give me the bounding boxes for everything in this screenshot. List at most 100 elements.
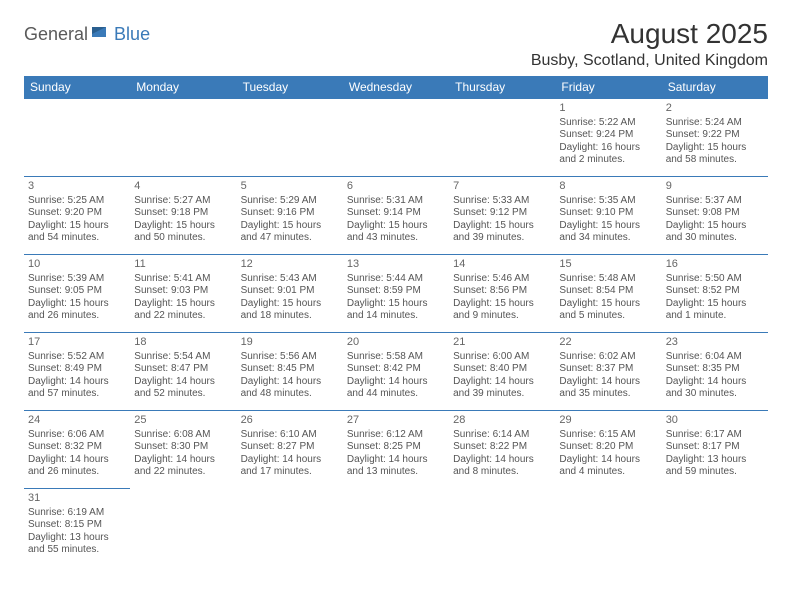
day-cell: 11Sunrise: 5:41 AMSunset: 9:03 PMDayligh… xyxy=(130,255,236,333)
daylight-line: Daylight: 14 hours and 13 minutes. xyxy=(347,454,445,479)
sunrise-line: Sunrise: 6:15 AM xyxy=(559,429,657,442)
location-text: Busby, Scotland, United Kingdom xyxy=(531,52,768,70)
sunset-line: Sunset: 8:52 PM xyxy=(666,285,764,298)
day-number: 1 xyxy=(559,102,657,116)
day-cell: 30Sunrise: 6:17 AMSunset: 8:17 PMDayligh… xyxy=(662,411,768,489)
day-cell: 26Sunrise: 6:10 AMSunset: 8:27 PMDayligh… xyxy=(237,411,343,489)
title-block: August 2025 Busby, Scotland, United King… xyxy=(531,18,768,70)
daylight-line: Daylight: 15 hours and 9 minutes. xyxy=(453,298,551,323)
day-number: 5 xyxy=(241,180,339,194)
day-cell: 20Sunrise: 5:58 AMSunset: 8:42 PMDayligh… xyxy=(343,333,449,411)
sunrise-line: Sunrise: 5:46 AM xyxy=(453,273,551,286)
daylight-line: Daylight: 14 hours and 30 minutes. xyxy=(666,376,764,401)
sunset-line: Sunset: 9:01 PM xyxy=(241,285,339,298)
day-cell: 18Sunrise: 5:54 AMSunset: 8:47 PMDayligh… xyxy=(130,333,236,411)
sunset-line: Sunset: 8:49 PM xyxy=(28,363,126,376)
sunrise-line: Sunrise: 6:17 AM xyxy=(666,429,764,442)
empty-cell xyxy=(449,99,555,177)
day-cell: 1Sunrise: 5:22 AMSunset: 9:24 PMDaylight… xyxy=(555,99,661,177)
sunrise-line: Sunrise: 6:08 AM xyxy=(134,429,232,442)
day-cell: 15Sunrise: 5:48 AMSunset: 8:54 PMDayligh… xyxy=(555,255,661,333)
daylight-line: Daylight: 14 hours and 35 minutes. xyxy=(559,376,657,401)
day-number: 12 xyxy=(241,258,339,272)
daylight-line: Daylight: 14 hours and 22 minutes. xyxy=(134,454,232,479)
sunrise-line: Sunrise: 5:44 AM xyxy=(347,273,445,286)
daylight-line: Daylight: 15 hours and 14 minutes. xyxy=(347,298,445,323)
day-number: 24 xyxy=(28,414,126,428)
day-cell: 7Sunrise: 5:33 AMSunset: 9:12 PMDaylight… xyxy=(449,177,555,255)
day-cell: 12Sunrise: 5:43 AMSunset: 9:01 PMDayligh… xyxy=(237,255,343,333)
day-number: 10 xyxy=(28,258,126,272)
day-cell: 16Sunrise: 5:50 AMSunset: 8:52 PMDayligh… xyxy=(662,255,768,333)
dayname-cell: Wednesday xyxy=(343,76,449,99)
day-number: 17 xyxy=(28,336,126,350)
day-number: 31 xyxy=(28,492,126,506)
calendar-row: 10Sunrise: 5:39 AMSunset: 9:05 PMDayligh… xyxy=(24,255,768,333)
sunset-line: Sunset: 9:03 PM xyxy=(134,285,232,298)
day-cell: 21Sunrise: 6:00 AMSunset: 8:40 PMDayligh… xyxy=(449,333,555,411)
daylight-line: Daylight: 15 hours and 54 minutes. xyxy=(28,220,126,245)
sunrise-line: Sunrise: 5:25 AM xyxy=(28,195,126,208)
daylight-line: Daylight: 14 hours and 26 minutes. xyxy=(28,454,126,479)
calendar-row: 17Sunrise: 5:52 AMSunset: 8:49 PMDayligh… xyxy=(24,333,768,411)
sunset-line: Sunset: 8:59 PM xyxy=(347,285,445,298)
dayname-cell: Tuesday xyxy=(237,76,343,99)
daylight-line: Daylight: 15 hours and 39 minutes. xyxy=(453,220,551,245)
sunrise-line: Sunrise: 5:39 AM xyxy=(28,273,126,286)
sunrise-line: Sunrise: 5:31 AM xyxy=(347,195,445,208)
sunset-line: Sunset: 8:15 PM xyxy=(28,519,126,532)
day-cell: 2Sunrise: 5:24 AMSunset: 9:22 PMDaylight… xyxy=(662,99,768,177)
day-number: 20 xyxy=(347,336,445,350)
sunrise-line: Sunrise: 5:41 AM xyxy=(134,273,232,286)
sunset-line: Sunset: 8:45 PM xyxy=(241,363,339,376)
sunrise-line: Sunrise: 6:02 AM xyxy=(559,351,657,364)
day-number: 2 xyxy=(666,102,764,116)
daylight-line: Daylight: 14 hours and 8 minutes. xyxy=(453,454,551,479)
daylight-line: Daylight: 16 hours and 2 minutes. xyxy=(559,142,657,167)
sunset-line: Sunset: 8:25 PM xyxy=(347,441,445,454)
day-number: 28 xyxy=(453,414,551,428)
sunset-line: Sunset: 8:20 PM xyxy=(559,441,657,454)
day-cell: 3Sunrise: 5:25 AMSunset: 9:20 PMDaylight… xyxy=(24,177,130,255)
calendar-row: 24Sunrise: 6:06 AMSunset: 8:32 PMDayligh… xyxy=(24,411,768,489)
day-number: 11 xyxy=(134,258,232,272)
day-number: 25 xyxy=(134,414,232,428)
day-number: 30 xyxy=(666,414,764,428)
daylight-line: Daylight: 15 hours and 22 minutes. xyxy=(134,298,232,323)
sunrise-line: Sunrise: 5:43 AM xyxy=(241,273,339,286)
empty-cell xyxy=(237,489,343,567)
sunset-line: Sunset: 9:16 PM xyxy=(241,207,339,220)
calendar-row: 31Sunrise: 6:19 AMSunset: 8:15 PMDayligh… xyxy=(24,489,768,567)
sunset-line: Sunset: 9:14 PM xyxy=(347,207,445,220)
calendar-body: 1Sunrise: 5:22 AMSunset: 9:24 PMDaylight… xyxy=(24,99,768,567)
day-number: 4 xyxy=(134,180,232,194)
sunset-line: Sunset: 9:10 PM xyxy=(559,207,657,220)
sunset-line: Sunset: 8:32 PM xyxy=(28,441,126,454)
daylight-line: Daylight: 13 hours and 59 minutes. xyxy=(666,454,764,479)
calendar-table: SundayMondayTuesdayWednesdayThursdayFrid… xyxy=(24,76,768,567)
sunrise-line: Sunrise: 6:04 AM xyxy=(666,351,764,364)
sunset-line: Sunset: 8:42 PM xyxy=(347,363,445,376)
dayname-cell: Saturday xyxy=(662,76,768,99)
day-cell: 13Sunrise: 5:44 AMSunset: 8:59 PMDayligh… xyxy=(343,255,449,333)
empty-cell xyxy=(343,489,449,567)
empty-cell xyxy=(130,489,236,567)
daylight-line: Daylight: 15 hours and 30 minutes. xyxy=(666,220,764,245)
day-number: 6 xyxy=(347,180,445,194)
sunrise-line: Sunrise: 6:14 AM xyxy=(453,429,551,442)
sunrise-line: Sunrise: 5:22 AM xyxy=(559,117,657,130)
daylight-line: Daylight: 14 hours and 17 minutes. xyxy=(241,454,339,479)
sunrise-line: Sunrise: 5:35 AM xyxy=(559,195,657,208)
sunrise-line: Sunrise: 6:06 AM xyxy=(28,429,126,442)
daylight-line: Daylight: 13 hours and 55 minutes. xyxy=(28,532,126,557)
logo-text-blue: Blue xyxy=(114,24,150,45)
daylight-line: Daylight: 15 hours and 26 minutes. xyxy=(28,298,126,323)
sunset-line: Sunset: 8:47 PM xyxy=(134,363,232,376)
logo-text-general: General xyxy=(24,24,88,45)
sunrise-line: Sunrise: 5:27 AM xyxy=(134,195,232,208)
sunset-line: Sunset: 8:22 PM xyxy=(453,441,551,454)
logo: General Blue xyxy=(24,24,150,45)
day-number: 16 xyxy=(666,258,764,272)
sunset-line: Sunset: 9:18 PM xyxy=(134,207,232,220)
daylight-line: Daylight: 15 hours and 47 minutes. xyxy=(241,220,339,245)
